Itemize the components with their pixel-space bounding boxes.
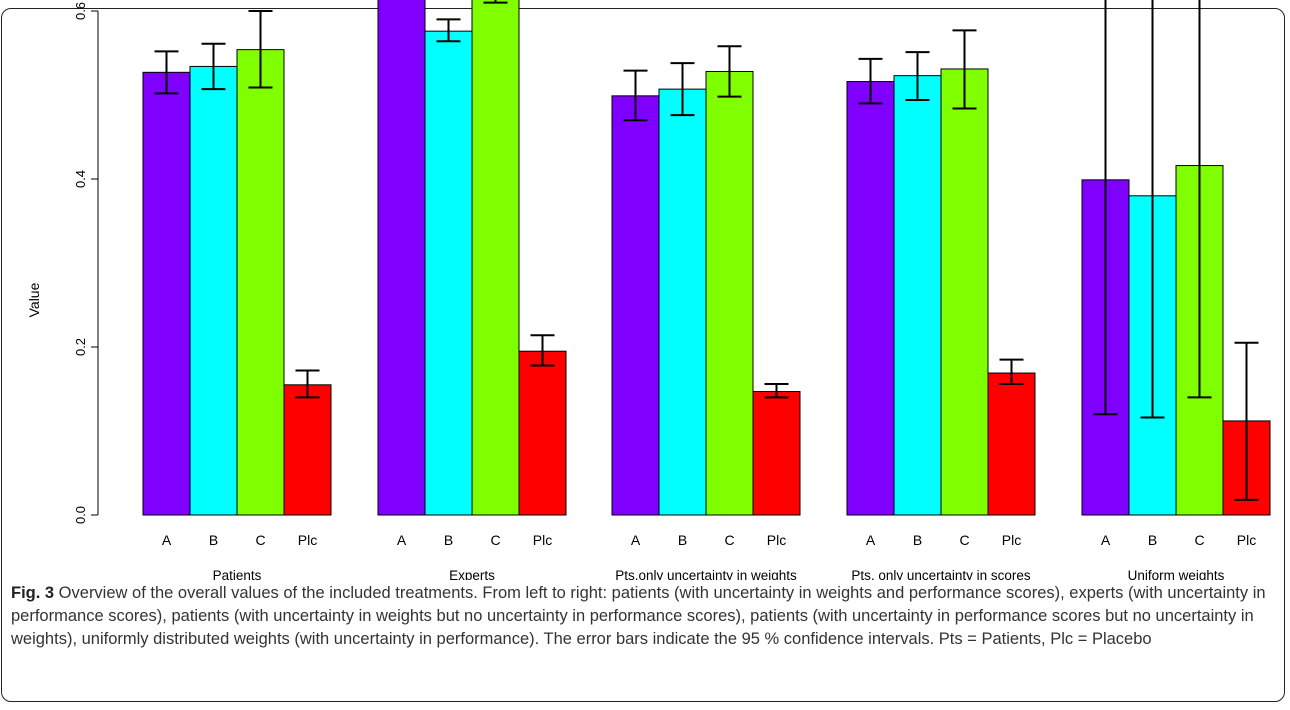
x-tick-label-2-c: C <box>724 532 734 548</box>
x-tick-label-4-plc: Plc <box>1237 532 1256 548</box>
y-tick-label: 0.2 <box>73 338 88 356</box>
x-tick-label-2-b: B <box>678 532 687 548</box>
caption-text: Overview of the overall values of the in… <box>11 584 1266 648</box>
bars <box>142 0 1271 516</box>
y-tick-label: 0.4 <box>73 170 88 188</box>
x-tick-label-1-c: C <box>490 532 500 548</box>
bar-2-a <box>611 95 660 516</box>
figure-caption: Fig. 3 Overview of the overall values of… <box>11 582 1273 651</box>
x-tick-label-0-c: C <box>255 532 265 548</box>
bar-2-b <box>658 88 707 516</box>
x-tick-label-0-b: B <box>209 532 218 548</box>
x-tick-labels: A B C Plc A B C Plc A B C Plc A B C Plc A B C Plc <box>162 532 1256 548</box>
bar-1-b <box>424 30 473 516</box>
x-tick-label-1-b: B <box>444 532 453 548</box>
bar-3-a <box>846 81 895 516</box>
x-tick-label-0-plc: Plc <box>298 532 317 548</box>
x-tick-label-2-plc: Plc <box>767 532 786 548</box>
bar-1-a <box>377 0 426 516</box>
bar-3-c <box>940 68 989 516</box>
x-tick-label-2-a: A <box>631 532 641 548</box>
y-axis-label: Value <box>26 282 42 317</box>
figure-label: Fig. 3 <box>11 584 55 602</box>
bar-0-plc <box>283 384 332 516</box>
x-tick-label-4-a: A <box>1101 532 1111 548</box>
group-label-2: Pts,only uncertainty in weights <box>615 568 797 580</box>
group-labels: Patients Experts Pts,only uncertainty in w… <box>213 568 1225 580</box>
group-label-4: Uniform weights <box>1128 568 1225 580</box>
y-tick-label: 0.0 <box>73 506 88 524</box>
x-tick-label-3-a: A <box>866 532 876 548</box>
error-bars <box>154 0 1259 501</box>
group-label-3: Pts, only uncertainty in scores <box>851 568 1031 580</box>
group-label-0: Patients <box>213 568 262 580</box>
bar-0-c <box>236 49 285 516</box>
y-tick-label: 0.6 <box>73 2 88 20</box>
x-tick-label-3-c: C <box>959 532 969 548</box>
bar-3-plc <box>987 372 1036 516</box>
bar-3-b <box>893 75 942 516</box>
bar-2-c <box>705 70 754 516</box>
bar-chart: 0.0 0.2 0.4 0.6 A B C Plc A B C Plc A B C Plc A B C Plc A B C… <box>26 0 1271 580</box>
group-label-1: Experts <box>449 568 495 580</box>
bar-1-c <box>471 0 520 516</box>
x-tick-label-0-a: A <box>162 532 172 548</box>
x-tick-label-4-b: B <box>1148 532 1157 548</box>
x-tick-label-1-plc: Plc <box>533 532 552 548</box>
bar-1-plc <box>518 350 567 516</box>
x-tick-label-3-plc: Plc <box>1002 532 1021 548</box>
y-axis: 0.0 0.2 0.4 0.6 <box>73 2 99 524</box>
x-tick-label-1-a: A <box>397 532 407 548</box>
bar-0-a <box>142 71 191 516</box>
x-tick-label-4-c: C <box>1194 532 1204 548</box>
bar-0-b <box>189 65 238 516</box>
x-tick-label-3-b: B <box>913 532 922 548</box>
bar-2-plc <box>752 391 801 516</box>
